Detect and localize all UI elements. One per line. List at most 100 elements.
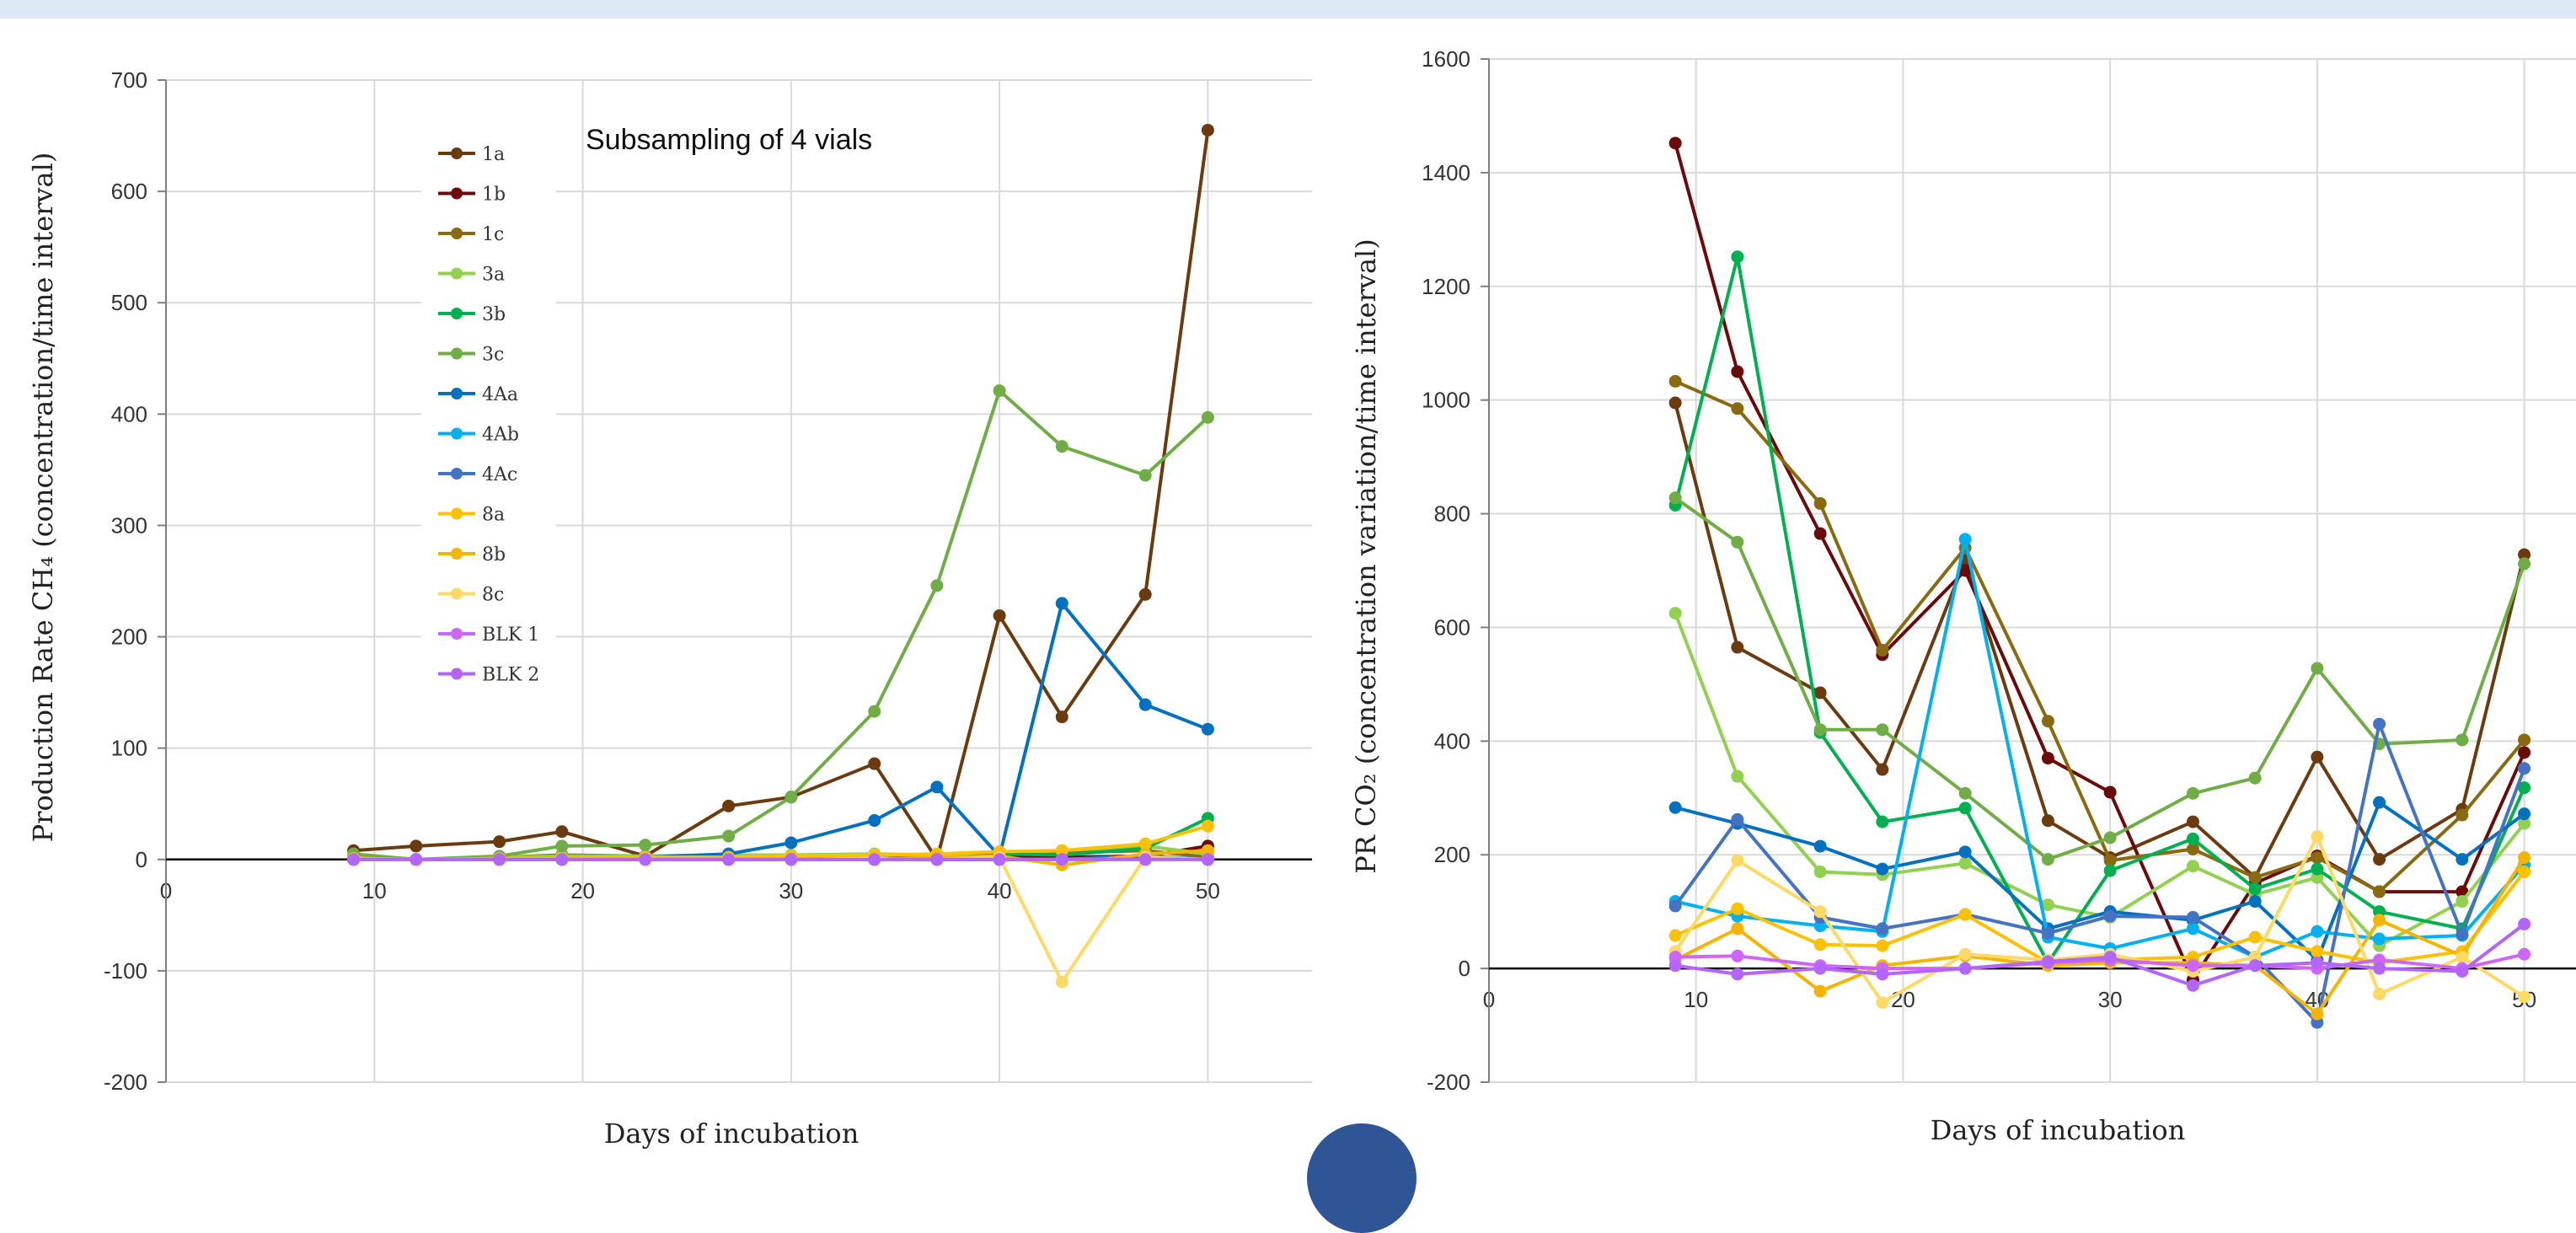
data-point [2373,932,2386,946]
top-strip-left [0,0,1331,19]
series-layer [347,123,1214,989]
data-point [2518,733,2531,747]
legend-swatch-marker [451,308,463,319]
data-point [2041,955,2054,968]
data-point [1876,643,1889,657]
data-point [2456,951,2469,964]
data-point [2186,815,2199,828]
data-point [2186,842,2199,855]
legend-swatch-marker [451,388,463,399]
legend-swatch-marker [451,228,463,239]
data-point [1876,763,1889,776]
data-point [1876,815,1889,828]
data-point [1958,962,1972,975]
data-point [785,853,798,866]
ch4-chart-panel: -200-10001002003004005006007000102030405… [0,0,1331,1154]
y-tick-label: 600 [1434,614,1470,640]
legend-item: 8c [438,585,504,606]
data-point [2373,987,2386,1000]
data-point [2041,752,2054,765]
y-tick-label: 700 [111,67,147,93]
series-line [353,855,1208,984]
series-blk-2 [347,853,1214,866]
data-point [2518,990,2531,1004]
data-point [2518,781,2531,795]
data-point [2103,831,2117,844]
data-point [2186,922,2199,935]
data-point [2456,895,2469,909]
data-point [1055,440,1068,453]
x-tick-label: 30 [2098,987,2123,1012]
y-tick-label: 300 [111,512,147,538]
data-point [1138,853,1152,866]
data-point [2373,717,2386,731]
y-tick-label: -200 [104,1069,147,1095]
data-point [1201,844,1214,857]
legend-label: BLK 2 [482,665,539,686]
legend: 1a 1b 1c 3a 3b 3c 4Aa 4Ab 4Ac 8a 8b 8c BLK 1 BLK 2 [421,128,556,705]
data-point [930,780,944,794]
data-point [1668,959,1682,973]
data-point [1813,723,1827,737]
data-point [2518,947,2531,961]
data-point [2311,945,2324,958]
x-tick-label: 50 [1196,878,1220,903]
data-point [868,814,881,828]
y-tick-label: -200 [1427,1069,1470,1095]
series-layer [1668,137,2531,1029]
data-point [2103,854,2117,867]
data-point [1731,535,1744,549]
y-tick-label: 400 [111,401,147,426]
data-point [1201,123,1214,137]
data-point [1876,968,1889,981]
legend-swatch-marker [451,147,463,159]
data-point [2248,895,2262,909]
co2-chart-panel: -200020040060080010001200140016000102030… [1331,0,2576,1154]
data-point [1813,686,1827,700]
data-point [930,579,944,592]
legend-swatch-marker [451,548,463,560]
legend-item: BLK 2 [438,665,539,686]
y-tick-label: 800 [1434,501,1470,527]
legend-item: 3a [438,265,505,286]
data-point [1731,402,1744,415]
series-line [353,817,1209,861]
data-point [1668,396,1682,410]
data-point [2311,1007,2324,1021]
legend-swatch-marker [451,667,463,680]
grid-layer [166,79,1312,1083]
y-tick-label: 1200 [1422,274,1470,299]
page-badge [1307,1123,1417,1233]
data-point [1813,527,1827,540]
legend-label: 4Aa [482,384,518,405]
data-point [868,757,881,770]
data-point [2186,786,2199,800]
data-point [1668,137,1682,150]
legend-label: 3c [482,345,504,366]
data-point [2518,851,2531,865]
x-tick-label: 20 [570,878,595,903]
data-point [1668,899,1682,913]
y-tick-label: 1400 [1422,160,1470,185]
data-point [1731,812,1744,826]
y-tick-label: 0 [136,847,147,872]
data-point [347,853,361,866]
legend-item: 4Aa [438,384,518,405]
data-point [2373,962,2386,975]
legend-item: 1a [438,144,505,165]
data-point [1876,862,1889,876]
data-point [2041,715,2054,728]
legend-swatch-marker [451,507,463,520]
legend-swatch-marker [451,628,463,640]
data-point [2248,930,2262,944]
legend-item: 3c [438,345,504,366]
data-point [785,791,798,804]
legend-label: 1b [482,185,506,206]
data-point [2456,733,2469,747]
data-point [2248,882,2262,896]
data-point [1201,819,1214,833]
y-tick-label: 200 [111,625,147,650]
legend-item: 4Ab [438,425,519,446]
data-point [2456,853,2469,866]
data-point [2186,910,2199,924]
